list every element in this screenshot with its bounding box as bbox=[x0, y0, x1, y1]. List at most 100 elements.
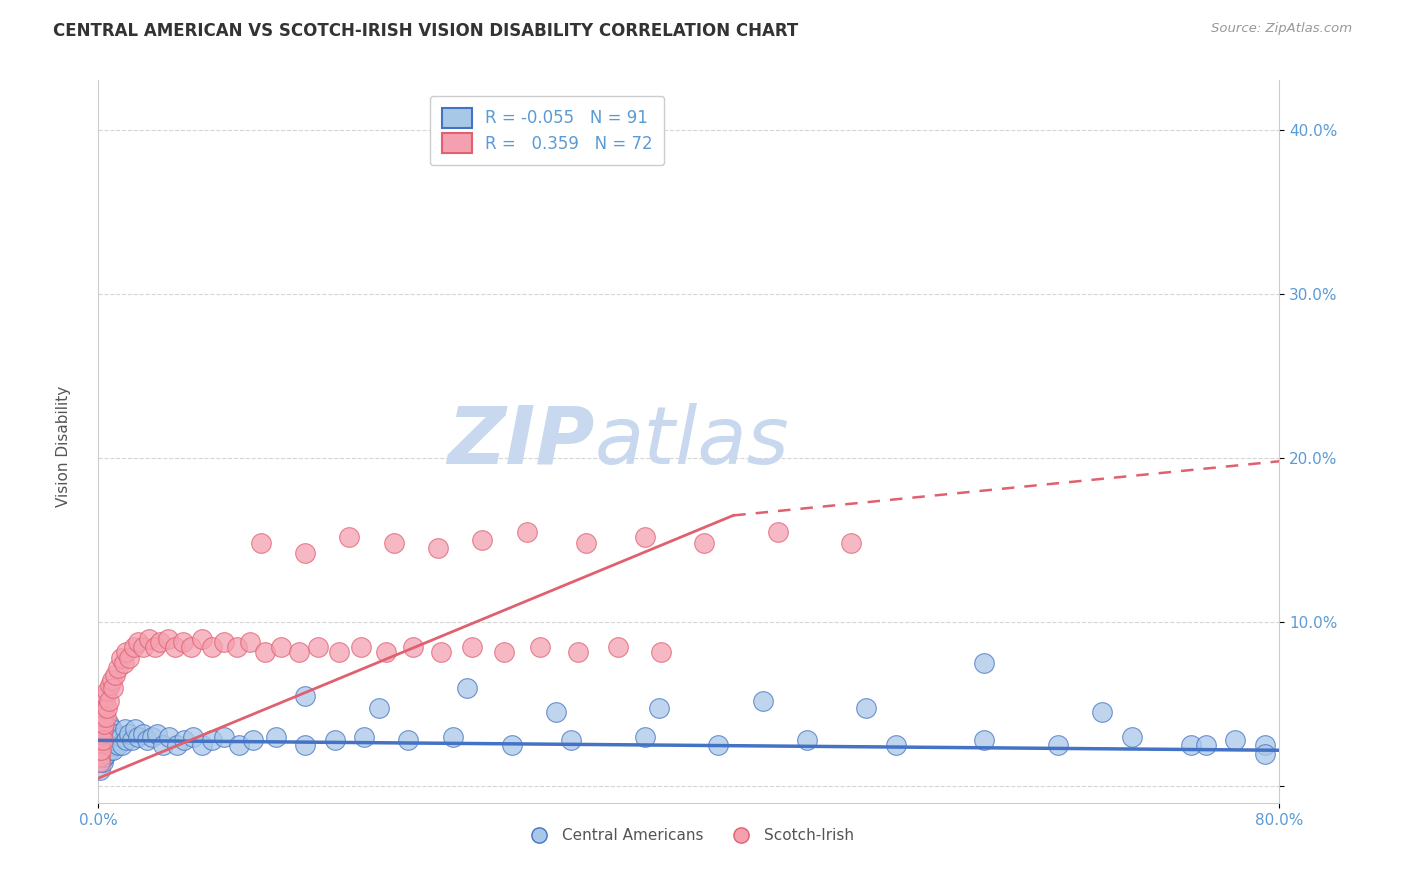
Point bbox=[607, 640, 630, 654]
Point bbox=[328, 645, 350, 659]
Point bbox=[90, 743, 112, 757]
Point bbox=[307, 640, 329, 654]
Point bbox=[430, 645, 453, 659]
Point bbox=[89, 747, 111, 761]
Point bbox=[89, 749, 111, 764]
Point bbox=[350, 640, 373, 654]
Point bbox=[112, 657, 135, 671]
Point bbox=[91, 739, 114, 753]
Point bbox=[180, 640, 202, 654]
Point bbox=[1225, 733, 1247, 747]
Point bbox=[402, 640, 425, 654]
Point bbox=[91, 755, 114, 769]
Point bbox=[242, 733, 264, 747]
Point bbox=[796, 733, 818, 747]
Point bbox=[90, 733, 112, 747]
Text: Source: ZipAtlas.com: Source: ZipAtlas.com bbox=[1212, 22, 1353, 36]
Point bbox=[1121, 730, 1143, 744]
Point bbox=[201, 640, 224, 654]
Point bbox=[89, 743, 111, 757]
Point bbox=[156, 632, 179, 646]
Point bbox=[98, 677, 121, 691]
Point bbox=[111, 739, 134, 753]
Point bbox=[122, 640, 145, 654]
Point bbox=[91, 710, 114, 724]
Point bbox=[94, 747, 117, 761]
Point bbox=[124, 722, 146, 736]
Point bbox=[91, 747, 114, 761]
Point bbox=[94, 689, 117, 703]
Point bbox=[90, 717, 112, 731]
Point bbox=[1091, 706, 1114, 720]
Point bbox=[294, 689, 316, 703]
Point bbox=[90, 733, 112, 747]
Point bbox=[212, 635, 235, 649]
Point bbox=[398, 733, 420, 747]
Point bbox=[100, 673, 122, 687]
Point bbox=[973, 733, 995, 747]
Point bbox=[461, 640, 484, 654]
Point bbox=[96, 727, 118, 741]
Point bbox=[1195, 739, 1218, 753]
Point bbox=[1046, 739, 1070, 753]
Point bbox=[93, 717, 115, 731]
Point bbox=[93, 730, 115, 744]
Point bbox=[90, 739, 112, 753]
Point bbox=[457, 681, 479, 695]
Point bbox=[98, 727, 121, 741]
Point bbox=[91, 733, 114, 747]
Point bbox=[118, 651, 141, 665]
Point bbox=[136, 733, 159, 747]
Point bbox=[152, 739, 174, 753]
Point bbox=[103, 730, 125, 744]
Point bbox=[90, 749, 112, 764]
Point bbox=[97, 717, 120, 731]
Point bbox=[441, 730, 464, 744]
Point bbox=[546, 706, 568, 720]
Point bbox=[110, 651, 132, 665]
Point bbox=[93, 700, 115, 714]
Point bbox=[841, 536, 863, 550]
Point bbox=[339, 530, 361, 544]
Point bbox=[201, 733, 224, 747]
Point bbox=[91, 717, 114, 731]
Point bbox=[93, 743, 115, 757]
Point bbox=[110, 730, 132, 744]
Point bbox=[103, 743, 125, 757]
Point bbox=[375, 645, 398, 659]
Point bbox=[228, 739, 250, 753]
Point bbox=[1254, 739, 1277, 753]
Point bbox=[115, 645, 138, 659]
Point bbox=[427, 541, 450, 556]
Point bbox=[529, 640, 551, 654]
Point bbox=[973, 657, 995, 671]
Point bbox=[96, 700, 118, 714]
Text: Vision Disability: Vision Disability bbox=[56, 385, 70, 507]
Point bbox=[166, 739, 188, 753]
Point bbox=[157, 730, 180, 744]
Point bbox=[127, 635, 149, 649]
Point bbox=[693, 536, 716, 550]
Point bbox=[97, 733, 120, 747]
Point bbox=[501, 739, 523, 753]
Point bbox=[516, 524, 538, 539]
Point bbox=[103, 681, 125, 695]
Point bbox=[1254, 747, 1277, 761]
Point bbox=[90, 706, 112, 720]
Point bbox=[149, 635, 172, 649]
Point bbox=[648, 700, 671, 714]
Point bbox=[138, 632, 160, 646]
Point bbox=[141, 730, 163, 744]
Point bbox=[90, 727, 112, 741]
Point bbox=[89, 739, 111, 753]
Point bbox=[94, 710, 117, 724]
Point bbox=[368, 700, 391, 714]
Point bbox=[250, 536, 273, 550]
Point bbox=[89, 733, 111, 747]
Point bbox=[884, 739, 907, 753]
Point bbox=[89, 755, 111, 769]
Point bbox=[89, 749, 111, 764]
Point bbox=[90, 727, 112, 741]
Point bbox=[100, 739, 122, 753]
Point bbox=[650, 645, 672, 659]
